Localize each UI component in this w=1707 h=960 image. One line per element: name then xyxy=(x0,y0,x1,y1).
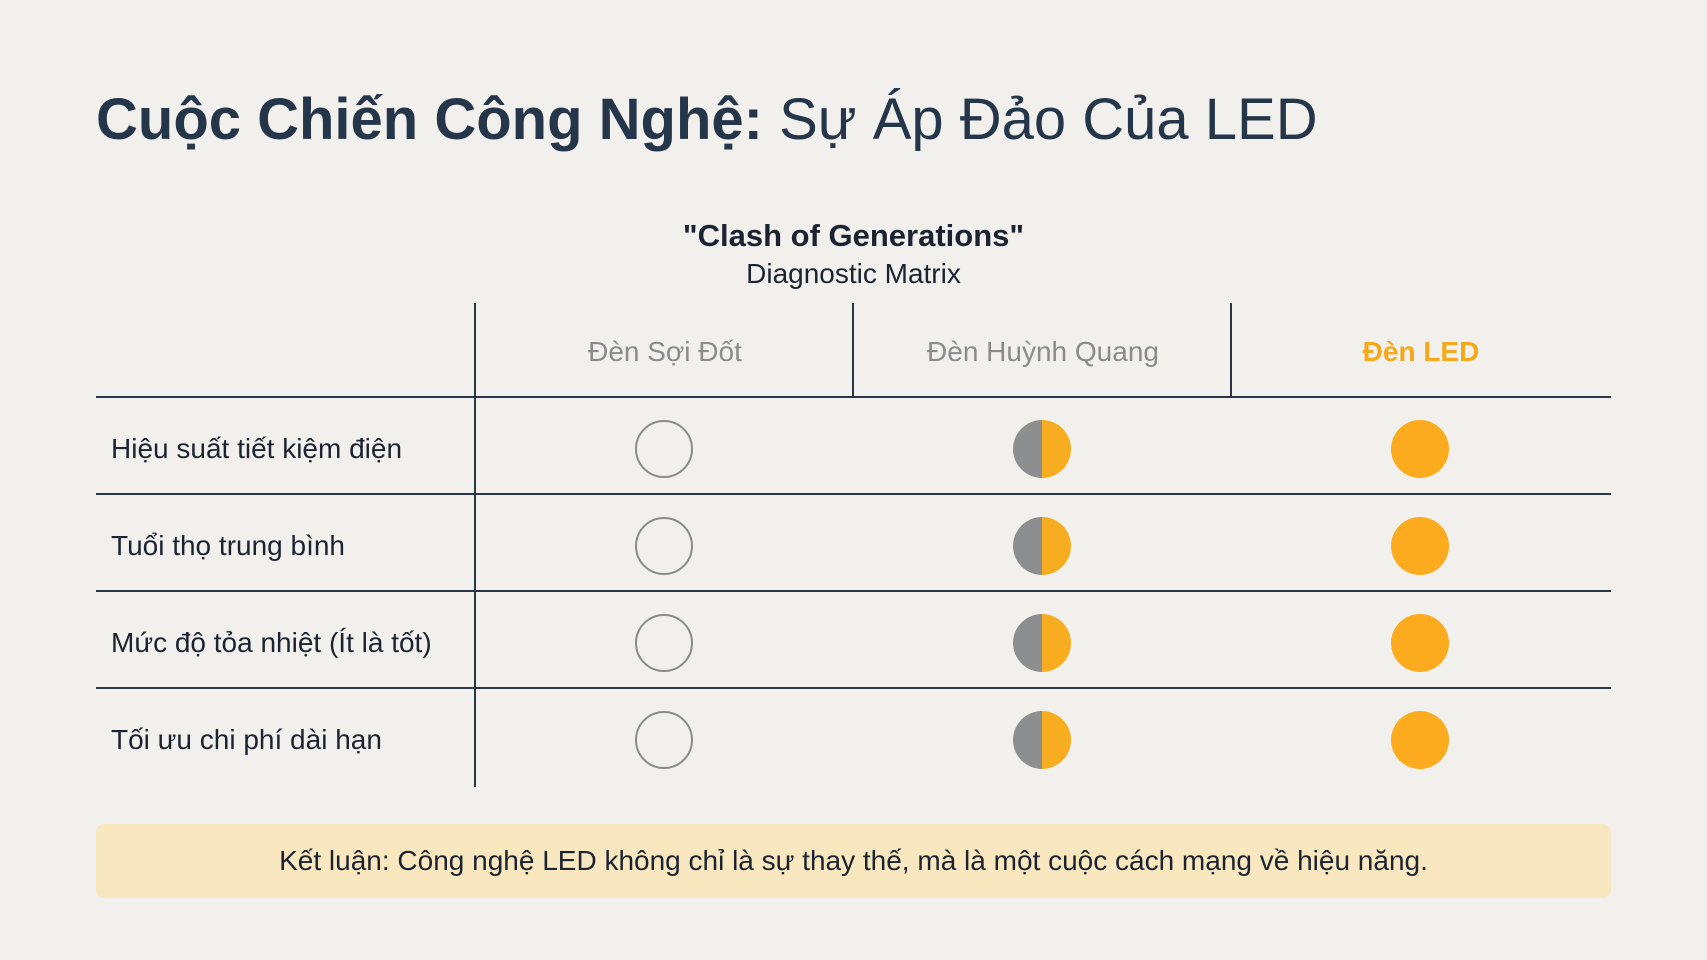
column-header-led: Đèn LED xyxy=(1362,336,1480,367)
comparison-matrix: Đèn Sợi Đốt Đèn Huỳnh Quang Đèn LED Hiệu… xyxy=(96,303,1611,787)
row-label-energy-efficiency: Hiệu suất tiết kiệm điện xyxy=(111,433,403,464)
empty-circle-icon xyxy=(635,420,693,478)
column-divider xyxy=(474,303,476,787)
half-filled-circle-icon xyxy=(1013,420,1071,478)
empty-circle-icon xyxy=(635,517,693,575)
row-divider xyxy=(96,396,1611,398)
column-header-incandescent: Đèn Sợi Đốt xyxy=(588,336,742,367)
half-filled-circle-icon xyxy=(1013,517,1071,575)
filled-circle-icon xyxy=(1391,614,1449,672)
row-label-lifespan: Tuổi thọ trung bình xyxy=(111,530,346,561)
empty-circle-icon xyxy=(635,614,693,672)
empty-circle-icon xyxy=(635,711,693,769)
matrix-subtitle: Diagnostic Matrix xyxy=(746,258,961,289)
page-title: Cuộc Chiến Công Nghệ: Sự Áp Đảo Của LED xyxy=(96,84,1318,156)
row-divider xyxy=(96,590,1611,592)
row-label-long-term-cost: Tối ưu chi phí dài hạn xyxy=(111,724,382,755)
half-filled-circle-icon xyxy=(1013,711,1071,769)
filled-circle-icon xyxy=(1391,517,1449,575)
half-filled-circle-icon xyxy=(1013,614,1071,672)
filled-circle-icon xyxy=(1391,420,1449,478)
row-label-heat-output: Mức độ tỏa nhiệt (Ít là tốt) xyxy=(111,627,432,658)
matrix-title: "Clash of Generations" xyxy=(682,218,1025,253)
column-divider xyxy=(1230,303,1232,396)
title-light-part: Sự Áp Đảo Của LED xyxy=(762,87,1318,152)
conclusion-banner: Kết luận: Công nghệ LED không chỉ là sự … xyxy=(96,824,1611,898)
title-bold-part: Cuộc Chiến Công Nghệ: xyxy=(96,87,763,152)
filled-circle-icon xyxy=(1391,711,1449,769)
row-divider xyxy=(96,687,1611,689)
column-divider xyxy=(852,303,854,396)
row-divider xyxy=(96,493,1611,495)
column-header-fluorescent: Đèn Huỳnh Quang xyxy=(927,336,1159,367)
